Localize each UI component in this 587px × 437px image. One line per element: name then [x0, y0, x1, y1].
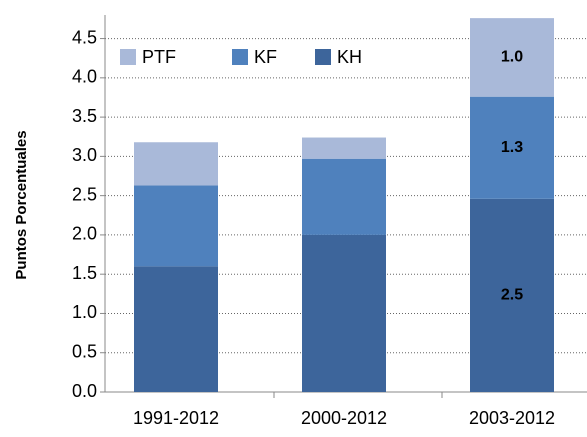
- y-tick-label: 4.0: [72, 67, 97, 87]
- legend-label: KH: [337, 47, 362, 67]
- x-tick-label: 1991-2012: [133, 408, 219, 428]
- y-tick-label: 1.5: [72, 263, 97, 283]
- y-tick-label: 2.5: [72, 184, 97, 204]
- legend-swatch: [232, 49, 248, 65]
- y-axis-title: Puntos Porcentuales: [13, 130, 30, 279]
- data-label: 1.0: [501, 49, 523, 66]
- x-tick-label: 2003-2012: [469, 408, 555, 428]
- legend-swatch: [120, 49, 136, 65]
- bar-segment: [470, 18, 554, 97]
- x-tick-label: 2000-2012: [301, 408, 387, 428]
- bar-segment: [134, 142, 218, 186]
- legend-label: KF: [254, 47, 277, 67]
- bar-segment: [470, 198, 554, 392]
- bar-segment: [134, 185, 218, 267]
- bar-segment: [470, 96, 554, 199]
- y-tick-label: 1.0: [72, 302, 97, 322]
- bar-segment: [302, 234, 386, 392]
- y-tick-label: 0.0: [72, 381, 97, 401]
- data-label: 2.5: [501, 287, 523, 304]
- y-tick-label: 3.0: [72, 145, 97, 165]
- y-tick-label: 2.0: [72, 224, 97, 244]
- bar-segment: [302, 158, 386, 235]
- y-tick-label: 4.5: [72, 27, 97, 47]
- data-label: 1.3: [501, 139, 523, 156]
- bar-segment: [134, 266, 218, 392]
- legend-label: PTF: [142, 47, 176, 67]
- legend-swatch: [315, 49, 331, 65]
- y-tick-label: 3.5: [72, 106, 97, 126]
- y-tick-label: 0.5: [72, 341, 97, 361]
- bar-segment: [302, 137, 386, 159]
